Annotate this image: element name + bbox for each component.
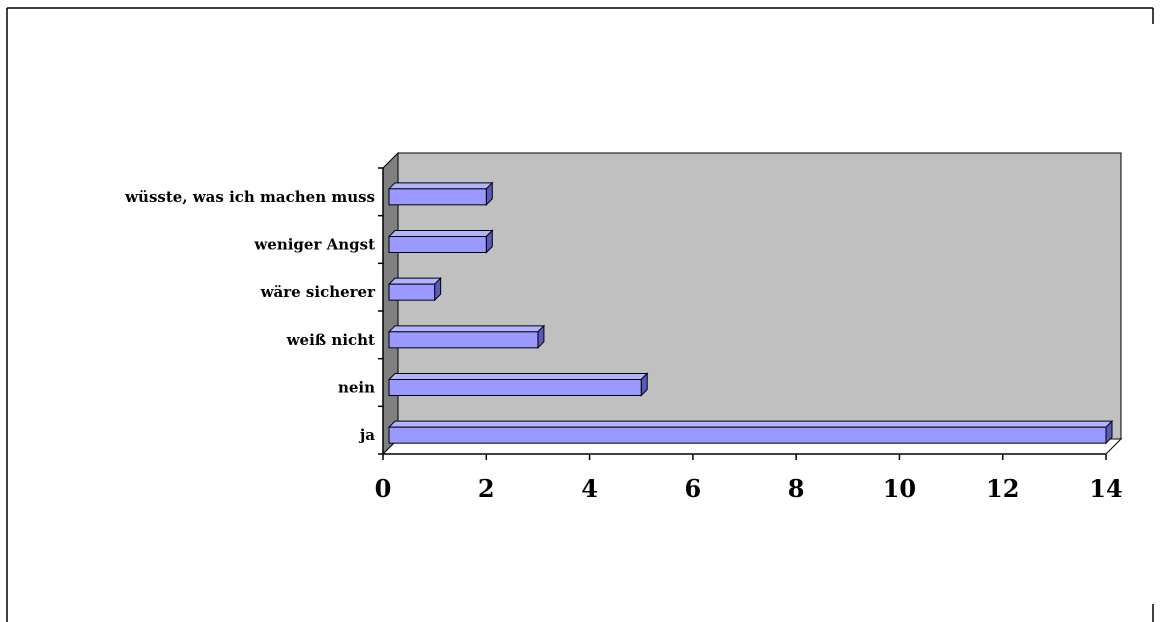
- bar-top-face: [387, 373, 649, 380]
- bar-front-face: [388, 379, 642, 396]
- value-tick-label: 12: [986, 474, 1019, 503]
- plot-area: [381, 151, 1123, 456]
- bar: [387, 419, 1114, 445]
- category-label: wäre sicherer: [260, 283, 376, 301]
- value-tick-label: 0: [375, 474, 392, 503]
- bar-top-face: [387, 420, 1114, 428]
- bar-front-face: [388, 188, 487, 206]
- bar-front-face: [388, 283, 436, 301]
- axes: [378, 167, 1107, 460]
- bar: [387, 229, 494, 254]
- bar: [387, 181, 494, 207]
- bar: [387, 372, 649, 397]
- value-tick-label: 6: [685, 474, 702, 503]
- value-tick-label: 8: [788, 474, 805, 503]
- bar-top-face: [387, 325, 546, 333]
- value-tick-label: 14: [1089, 474, 1122, 503]
- bar: [387, 276, 442, 302]
- axis-labels: 0 2 4 6 8 10 12 14 ja nein weiß nicht wäre sicherer…: [124, 188, 1123, 503]
- bar-top-face: [387, 182, 494, 190]
- plot-back-wall: [397, 152, 1122, 440]
- category-label: ja: [358, 426, 375, 444]
- bar-front-face: [388, 426, 1107, 444]
- category-label: weiß nicht: [286, 331, 375, 349]
- value-tick-label: 4: [581, 474, 598, 503]
- category-label: wüsste, was ich machen muss: [124, 188, 375, 206]
- bar-series: [387, 181, 1114, 445]
- bar: [387, 324, 546, 350]
- image-frame: [6, 7, 1154, 622]
- bar-top-face: [387, 277, 442, 285]
- category-label: weniger Angst: [253, 236, 375, 254]
- bar-front-face: [388, 236, 487, 253]
- category-label: nein: [338, 379, 375, 397]
- value-tick-label: 10: [883, 474, 916, 503]
- value-tick-label: 2: [478, 474, 495, 503]
- bar-front-face: [388, 331, 539, 349]
- bar-top-face: [387, 230, 494, 237]
